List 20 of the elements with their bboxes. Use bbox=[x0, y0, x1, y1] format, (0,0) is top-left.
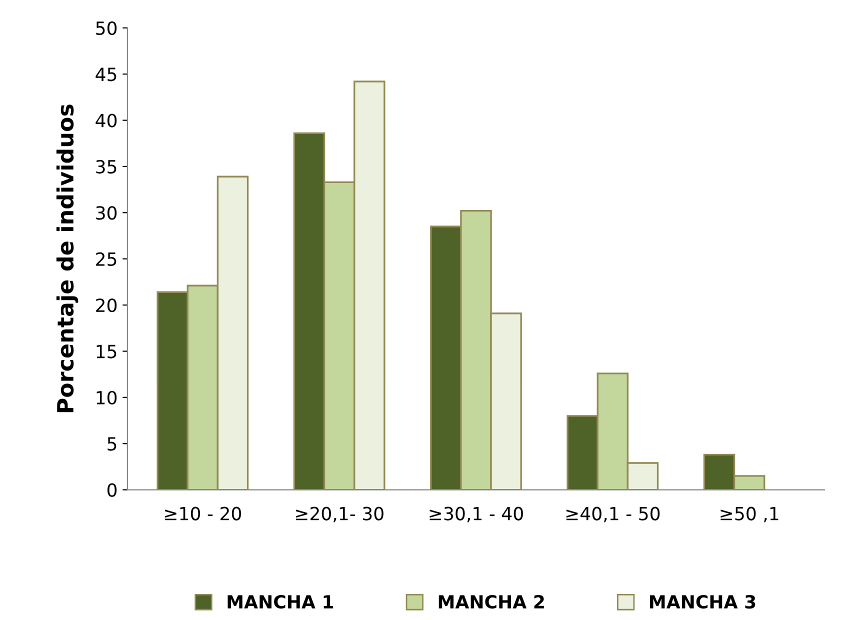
x-tick-label: ≥40,1 - 50 bbox=[566, 506, 660, 522]
y-tick-label: 15 bbox=[96, 344, 116, 358]
y-tick-label: 10 bbox=[96, 390, 117, 405]
y-tick-label: 25 bbox=[96, 252, 116, 266]
y-tick-label: 5 bbox=[108, 437, 116, 451]
legend-label: MANCHA 1 bbox=[228, 594, 334, 609]
y-axis-title: Porcentaje de individuos bbox=[56, 104, 78, 412]
y-tick-label: 30 bbox=[96, 206, 117, 220]
y-tick-label: 20 bbox=[96, 298, 117, 312]
x-tick-label: ≥20,1- 30 bbox=[296, 506, 384, 522]
x-tick-label: ≥30,1 - 40 bbox=[430, 506, 523, 522]
y-tick-label: 40 bbox=[96, 114, 117, 128]
x-tick-label: ≥50 ,1 bbox=[720, 506, 778, 522]
y-tick-label: 0 bbox=[107, 483, 117, 497]
y-tick-label: 45 bbox=[96, 68, 116, 82]
y-tick-label: 35 bbox=[96, 160, 116, 174]
x-tick-label: ≥10 - 20 bbox=[165, 506, 242, 520]
legend-label: MANCHA 3 bbox=[650, 594, 756, 609]
legend-label: MANCHA 2 bbox=[438, 594, 544, 609]
y-tick-label: 50 bbox=[96, 21, 117, 36]
